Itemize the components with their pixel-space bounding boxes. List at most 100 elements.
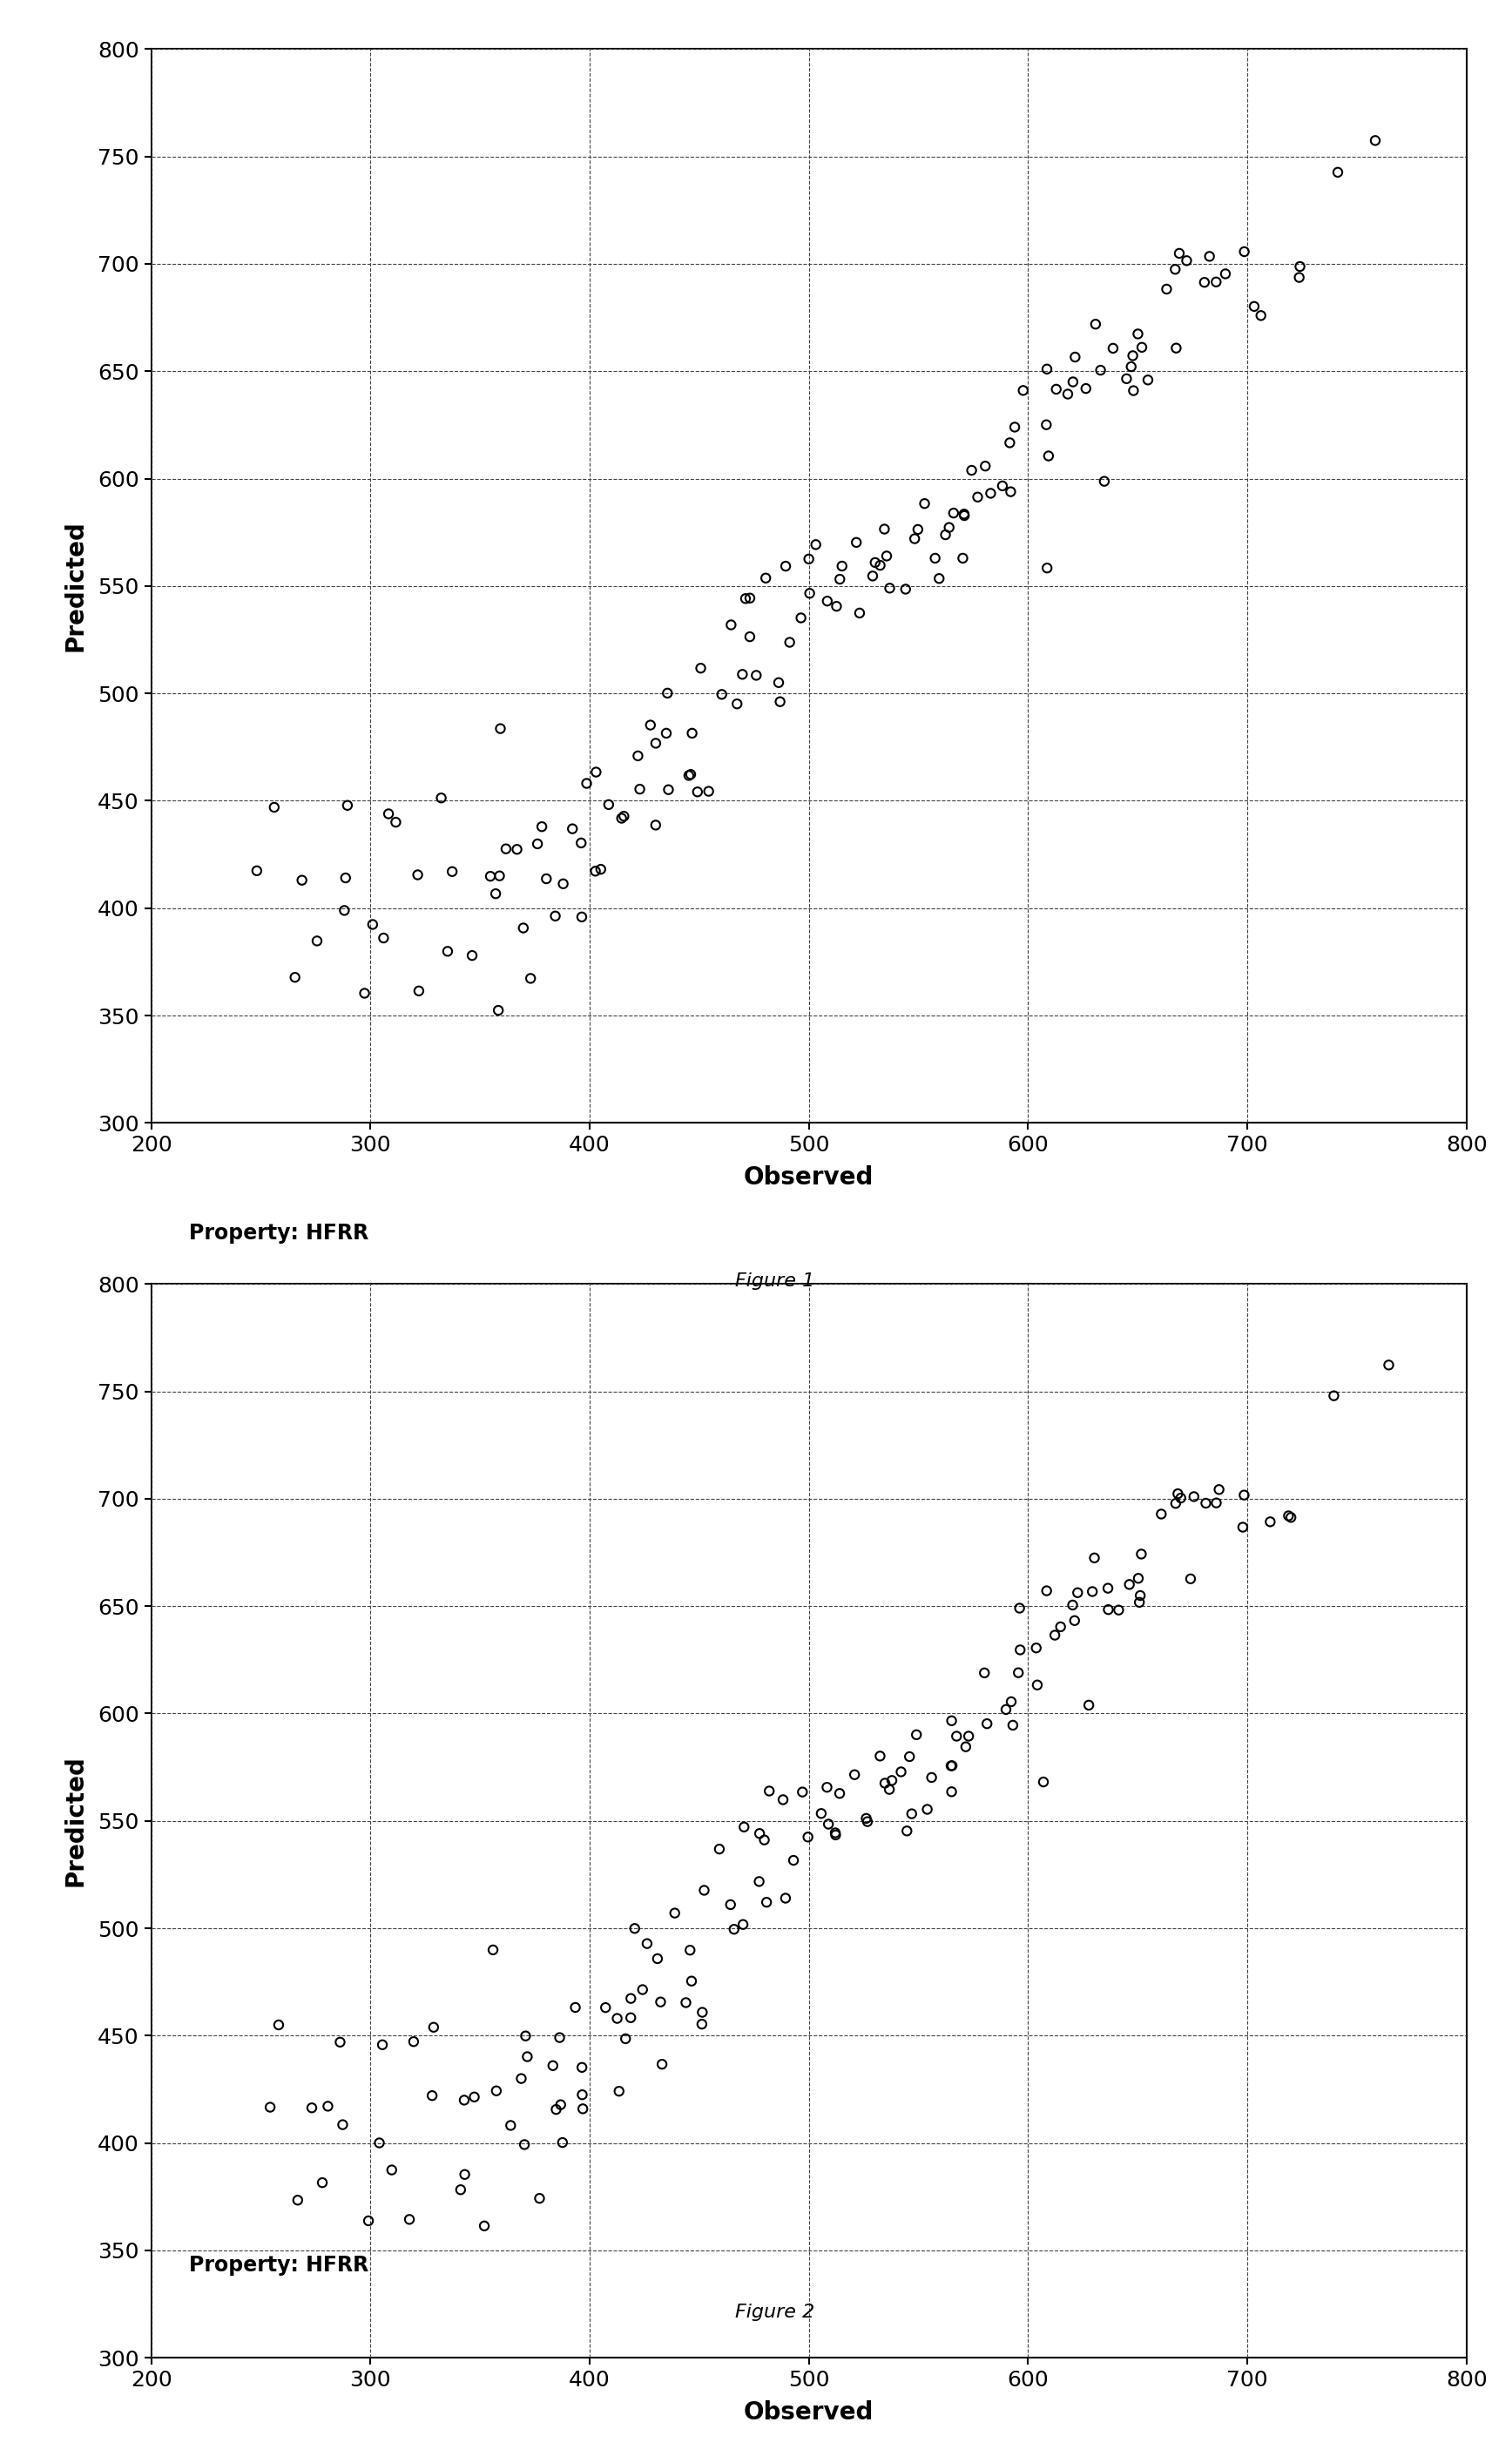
Point [738,580,762,619]
Point [310,2164,334,2203]
Point [283,958,307,997]
Point [771,1781,795,1820]
Point [860,558,885,597]
Point [1155,270,1179,309]
Point [975,1704,999,1744]
Point [824,1815,848,1854]
Point [478,857,502,896]
Point [697,771,721,810]
Point [791,1773,815,1813]
Point [744,656,768,695]
Point [854,1798,878,1837]
Point [937,508,962,548]
Point [827,1773,851,1813]
Point [299,2088,324,2127]
Point [626,737,650,776]
Point [823,1813,847,1852]
Point [1126,1560,1151,1599]
Point [1126,314,1151,354]
Point [872,1763,897,1803]
Point [1175,241,1199,280]
Point [895,1810,919,1849]
Point [333,892,357,931]
Point [588,850,612,889]
Point [942,494,966,533]
Point [1120,336,1145,376]
Point [874,535,898,575]
Point [1031,1763,1055,1803]
Point [357,2201,381,2240]
Point [1136,361,1160,400]
Point [1083,1537,1107,1577]
Point [513,2124,537,2164]
Point [747,1815,771,1854]
Point [650,2043,674,2083]
Point [328,2021,352,2061]
Point [922,538,947,577]
Point [868,1736,892,1776]
Point [738,616,762,656]
Point [316,2088,340,2127]
Point [1024,1628,1048,1668]
Point [1167,233,1191,273]
Point [1164,1483,1188,1523]
Point [487,857,511,896]
Point [900,1795,924,1835]
Point [290,860,314,899]
Point [1034,405,1058,445]
Point [815,1768,839,1808]
Point [656,771,680,810]
Point [767,663,791,702]
Point [543,896,567,936]
Point [352,973,376,1012]
Point [372,919,396,958]
Point [623,1908,647,1948]
Point [919,1758,943,1798]
Point [1241,287,1266,327]
Point [689,2004,714,2043]
Point [960,449,984,489]
Point [1092,462,1116,501]
Point [570,2075,594,2115]
Point [569,823,593,862]
Point [939,1746,963,1786]
Point [753,558,777,597]
Point [1376,1346,1400,1385]
Point [990,467,1015,506]
Point [848,594,872,634]
Point [939,1702,963,1741]
Point [606,2070,631,2110]
Y-axis label: Predicted: Predicted [64,521,88,651]
Point [1326,152,1350,192]
Point [1231,1508,1255,1547]
Point [824,587,848,626]
Point [547,2019,572,2058]
Point [1084,305,1108,344]
Point [868,545,892,585]
Point [797,575,821,614]
Point [541,2046,565,2085]
Point [758,1771,782,1810]
Point [1066,1572,1090,1611]
Point [1249,295,1273,334]
Point [1077,1685,1101,1724]
Point [262,788,286,828]
Point [528,2178,552,2218]
Point [488,710,513,749]
Y-axis label: Predicted: Predicted [64,1756,88,1886]
Point [575,764,599,803]
Point [1107,1591,1131,1631]
Point [951,538,975,577]
Point [906,511,930,550]
Point [680,715,705,754]
Point [1198,236,1222,275]
Point [747,1862,771,1901]
Point [627,769,652,808]
Point [677,1930,702,1970]
Point [777,624,801,663]
Point [472,2205,496,2245]
Point [1001,1704,1025,1744]
Point [1194,1483,1219,1523]
Point [638,705,662,744]
Point [795,1817,820,1857]
